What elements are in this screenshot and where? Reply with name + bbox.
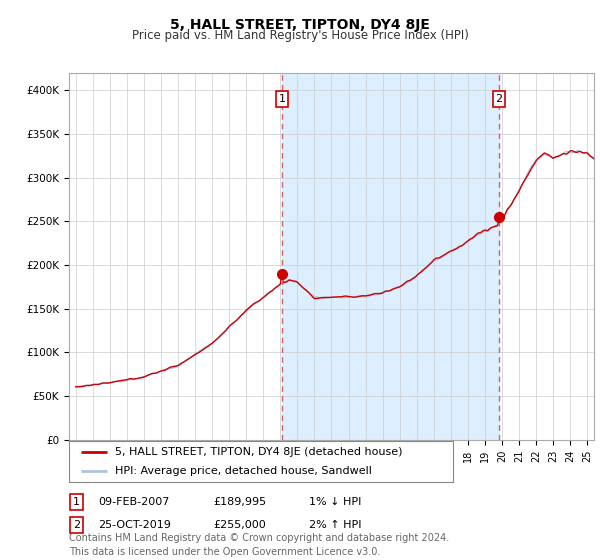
Text: 5, HALL STREET, TIPTON, DY4 8JE (detached house): 5, HALL STREET, TIPTON, DY4 8JE (detache…: [115, 447, 403, 457]
Text: Contains HM Land Registry data © Crown copyright and database right 2024.
This d: Contains HM Land Registry data © Crown c…: [69, 533, 449, 557]
Text: £255,000: £255,000: [213, 520, 266, 530]
Text: 5, HALL STREET, TIPTON, DY4 8JE: 5, HALL STREET, TIPTON, DY4 8JE: [170, 18, 430, 32]
Text: 1: 1: [278, 94, 286, 104]
Bar: [282, 73, 499, 440]
Text: 1: 1: [73, 497, 80, 507]
Text: 09-FEB-2007: 09-FEB-2007: [98, 497, 169, 507]
Text: Price paid vs. HM Land Registry's House Price Index (HPI): Price paid vs. HM Land Registry's House …: [131, 29, 469, 42]
Text: 25-OCT-2019: 25-OCT-2019: [98, 520, 170, 530]
Text: 2% ↑ HPI: 2% ↑ HPI: [309, 520, 361, 530]
Text: 1% ↓ HPI: 1% ↓ HPI: [309, 497, 361, 507]
Text: £189,995: £189,995: [213, 497, 266, 507]
Text: 2: 2: [73, 520, 80, 530]
Text: 2: 2: [496, 94, 502, 104]
Text: HPI: Average price, detached house, Sandwell: HPI: Average price, detached house, Sand…: [115, 466, 372, 475]
